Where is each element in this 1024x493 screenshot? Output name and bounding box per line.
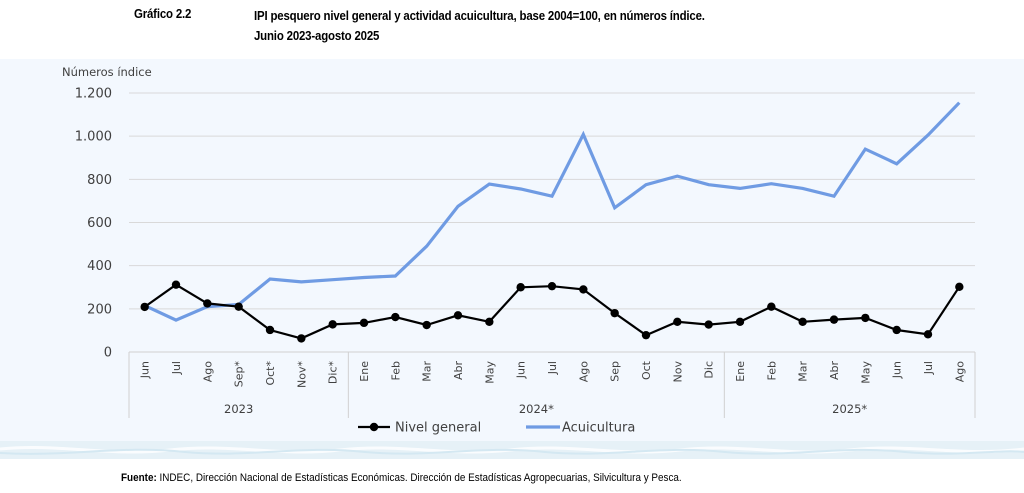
y-tick-label: 1.000 — [75, 130, 112, 145]
data-point — [892, 325, 901, 335]
y-axis-label: Números índice — [62, 65, 152, 79]
x-tick-label: Jul — [170, 361, 183, 375]
chart-header: Gráfico 2.2 IPI pesquero nivel general y… — [0, 6, 1024, 46]
x-tick-label: Oct* — [264, 361, 277, 386]
data-point — [798, 317, 807, 326]
data-point — [673, 317, 682, 326]
x-tick-label: Ene — [734, 361, 747, 382]
x-tick-label: Sep* — [233, 361, 246, 388]
legend: Nivel general Acuicultura — [358, 421, 635, 436]
data-point — [359, 318, 369, 328]
x-tick-label: Jun — [139, 361, 152, 379]
source-label: Fuente: — [121, 472, 157, 484]
y-tick-label: 600 — [87, 216, 112, 231]
x-tick-label: Ago — [953, 361, 966, 383]
data-point — [391, 312, 400, 322]
x-tick-label: Abr — [828, 361, 841, 381]
x-tick-label: Jun — [891, 361, 904, 379]
data-point — [485, 317, 494, 326]
x-tick-label: Oct — [640, 360, 653, 380]
y-tick-label: 200 — [87, 302, 112, 317]
source-note: Fuente: INDEC, Dirección Nacional de Est… — [121, 472, 682, 484]
gridlines — [129, 92, 975, 310]
data-point — [861, 313, 870, 323]
data-point — [829, 315, 839, 324]
x-tick-label: Jul — [546, 361, 559, 375]
series-layer — [140, 101, 964, 343]
data-point — [610, 308, 619, 318]
x-tick-label: Feb — [389, 361, 402, 380]
x-tick-label: Nov* — [295, 361, 308, 388]
figure-number: Gráfico 2.2 — [134, 6, 192, 21]
legend-label: Nivel general — [395, 421, 481, 436]
y-tick-label: 400 — [87, 259, 112, 274]
data-point — [735, 317, 745, 326]
data-point — [328, 320, 337, 329]
data-point — [234, 302, 243, 311]
data-point — [923, 330, 933, 339]
x-tick-label: Sep — [609, 361, 622, 382]
x-group-label: 2024* — [519, 402, 554, 416]
x-tick-label: Ene — [358, 361, 371, 382]
data-point — [453, 311, 463, 320]
x-group-label: 2025* — [832, 402, 867, 416]
legend-swatch-marker — [369, 422, 379, 432]
y-tick-label: 800 — [87, 173, 112, 188]
data-point — [516, 283, 525, 292]
data-point — [767, 302, 776, 311]
data-point — [140, 302, 149, 312]
x-tick-label: Ago — [201, 361, 214, 383]
data-point — [265, 325, 275, 335]
data-point — [422, 320, 431, 330]
chart-title-line2: Junio 2023-agosto 2025 — [254, 28, 380, 43]
line-chart: Números índice 0 200 400 600 800 1.000 1.200 J… — [62, 65, 976, 436]
x-tick-label: Dic — [703, 361, 716, 379]
x-tick-label: May — [859, 361, 872, 384]
x-tick-label: Jul — [922, 361, 935, 375]
x-tick-label: May — [483, 361, 496, 384]
x-tick-label: Dic* — [327, 361, 340, 385]
x-tick-label: Mar — [421, 361, 434, 382]
data-point — [641, 330, 651, 340]
x-tick-label: Jun — [515, 361, 528, 379]
legend-label: Acuicultura — [562, 421, 635, 436]
series-acuicultura — [144, 101, 961, 322]
x-tick-label: Ago — [577, 361, 590, 383]
x-tick-label: Nov — [671, 361, 684, 383]
x-tick-label: Feb — [765, 361, 778, 380]
data-point — [955, 282, 964, 292]
legend-item-acuicultura: Acuicultura — [526, 421, 635, 436]
x-tick-label: Mar — [797, 361, 810, 382]
chart-title: IPI pesquero nivel general y actividad a… — [254, 6, 705, 46]
decorative-wave-band — [0, 441, 1024, 459]
y-axis-ticks: 0 200 400 600 800 1.000 1.200 — [75, 87, 112, 361]
chart-title-line1: IPI pesquero nivel general y actividad a… — [254, 8, 705, 23]
x-tick-label: Abr — [452, 361, 465, 381]
data-point — [171, 280, 181, 289]
series-nivel-general — [140, 280, 964, 343]
y-tick-label: 1.200 — [75, 87, 112, 102]
x-axis: Jun Jul Ago Sep* Oct* Nov* Dic* Ene Feb Mar Abr May… — [128, 351, 976, 418]
y-tick-label: 0 — [104, 346, 112, 361]
chart-panel-background — [0, 59, 1024, 459]
data-point — [297, 334, 306, 343]
data-point — [203, 299, 212, 308]
legend-item-nivel-general: Nivel general — [358, 421, 481, 436]
data-point — [579, 285, 588, 294]
series-line — [144, 101, 961, 322]
data-point — [704, 320, 713, 329]
x-group-label: 2023 — [224, 402, 253, 416]
data-point — [547, 281, 557, 291]
source-text: INDEC, Dirección Nacional de Estadística… — [156, 472, 682, 484]
